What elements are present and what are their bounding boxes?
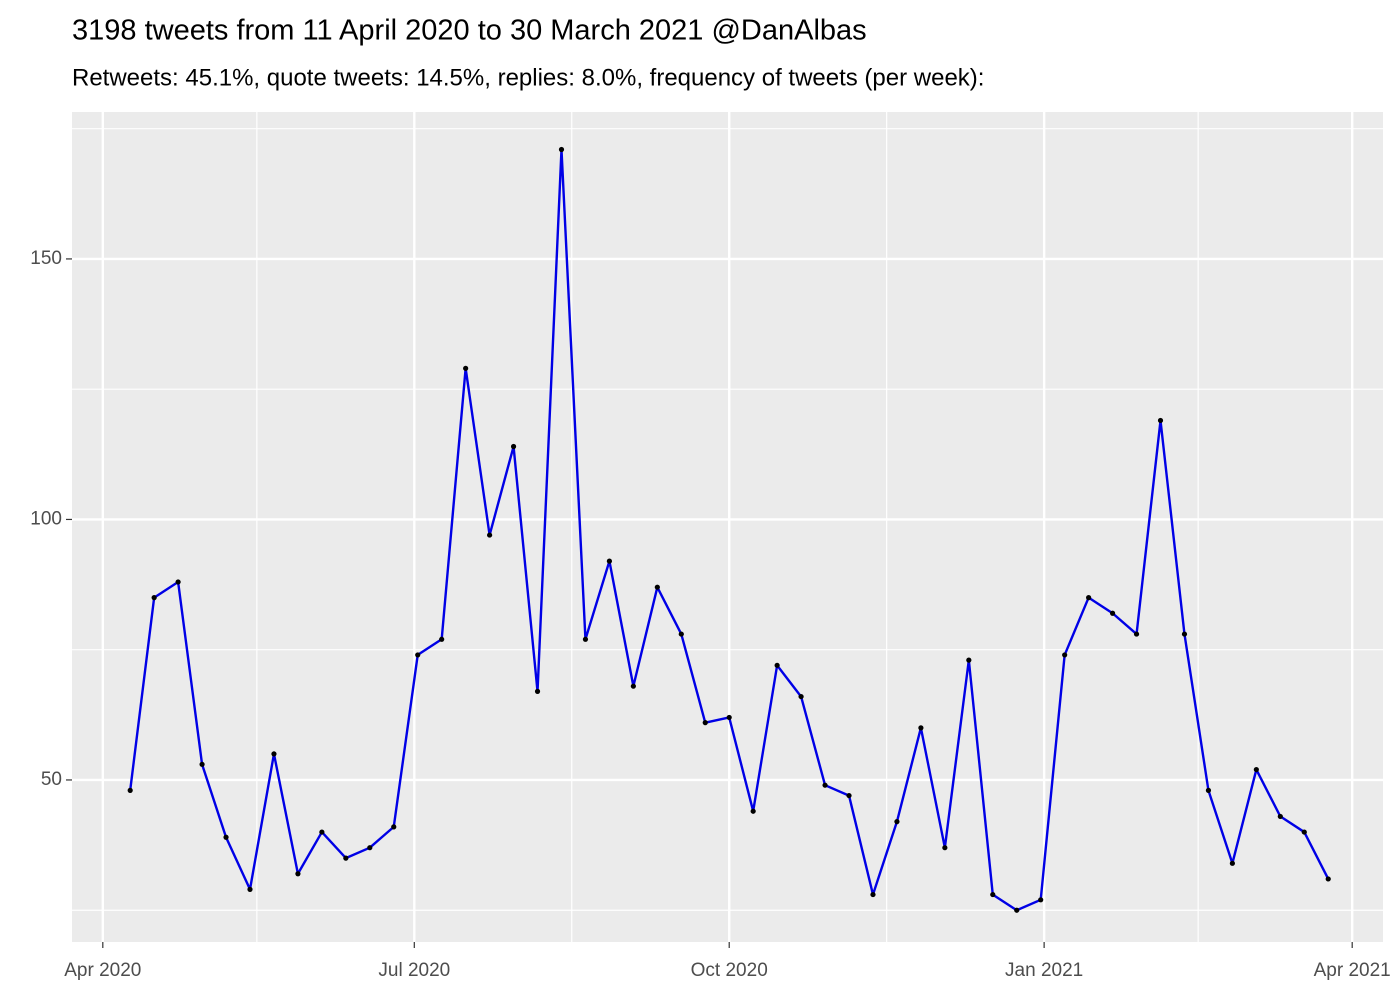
data-point: [463, 365, 469, 371]
data-point: [1086, 594, 1092, 601]
data-point: [127, 787, 133, 793]
data-point: [558, 146, 565, 153]
data-point: [798, 693, 804, 700]
data-point: [750, 808, 756, 814]
data-point: [295, 871, 301, 877]
data-point: [1325, 876, 1331, 882]
data-point: [534, 688, 541, 694]
data-point: [175, 579, 181, 585]
data-point: [1038, 897, 1044, 903]
data-point: [918, 725, 924, 731]
data-point: [1301, 829, 1307, 835]
y-tick-label: 150: [30, 248, 62, 269]
data-point: [1109, 610, 1116, 616]
data-point: [1062, 652, 1068, 658]
chart-title: 3198 tweets from 11 April 2020 to 30 Mar…: [72, 15, 867, 47]
data-point: [702, 720, 708, 726]
x-tick-label: Jul 2020: [378, 960, 450, 981]
y-tick-label: 100: [30, 508, 62, 529]
data-point: [1253, 766, 1259, 773]
data-point: [247, 886, 253, 892]
x-tick-label: Oct 2020: [691, 960, 768, 981]
x-tick-label: Apr 2021: [1314, 960, 1391, 981]
data-point: [846, 792, 852, 799]
data-point: [870, 891, 876, 898]
x-tick-label: Apr 2020: [64, 960, 141, 981]
data-point: [990, 891, 996, 898]
data-point: [678, 631, 684, 637]
data-point: [966, 657, 972, 663]
data-point: [822, 782, 828, 788]
data-point: [1229, 860, 1235, 866]
data-point: [271, 751, 277, 757]
data-point: [487, 532, 493, 538]
data-point: [391, 824, 397, 830]
data-point: [630, 683, 636, 689]
data-point: [1157, 417, 1164, 424]
data-point: [1181, 631, 1188, 637]
data-point: [415, 652, 421, 658]
y-tick-label: 50: [41, 769, 62, 790]
x-tick-label: Jan 2021: [1005, 960, 1083, 981]
data-point: [654, 584, 660, 590]
data-point: [223, 834, 229, 840]
data-point: [1133, 631, 1140, 637]
data-point: [606, 558, 613, 564]
data-point: [894, 819, 900, 825]
data-point: [199, 761, 205, 767]
data-point: [319, 829, 325, 835]
data-point: [1277, 813, 1283, 820]
data-point: [1205, 787, 1212, 793]
chart-subtitle: Retweets: 45.1%, quote tweets: 14.5%, re…: [72, 64, 984, 91]
data-point: [1014, 907, 1020, 913]
data-point: [774, 662, 780, 668]
data-point: [582, 636, 589, 642]
data-point: [151, 594, 157, 601]
data-point: [439, 636, 445, 642]
data-point: [726, 714, 732, 721]
data-point: [510, 443, 517, 450]
data-point: [343, 855, 349, 861]
data-point: [367, 845, 373, 851]
data-point: [942, 845, 948, 851]
plot-panel: [72, 112, 1383, 942]
